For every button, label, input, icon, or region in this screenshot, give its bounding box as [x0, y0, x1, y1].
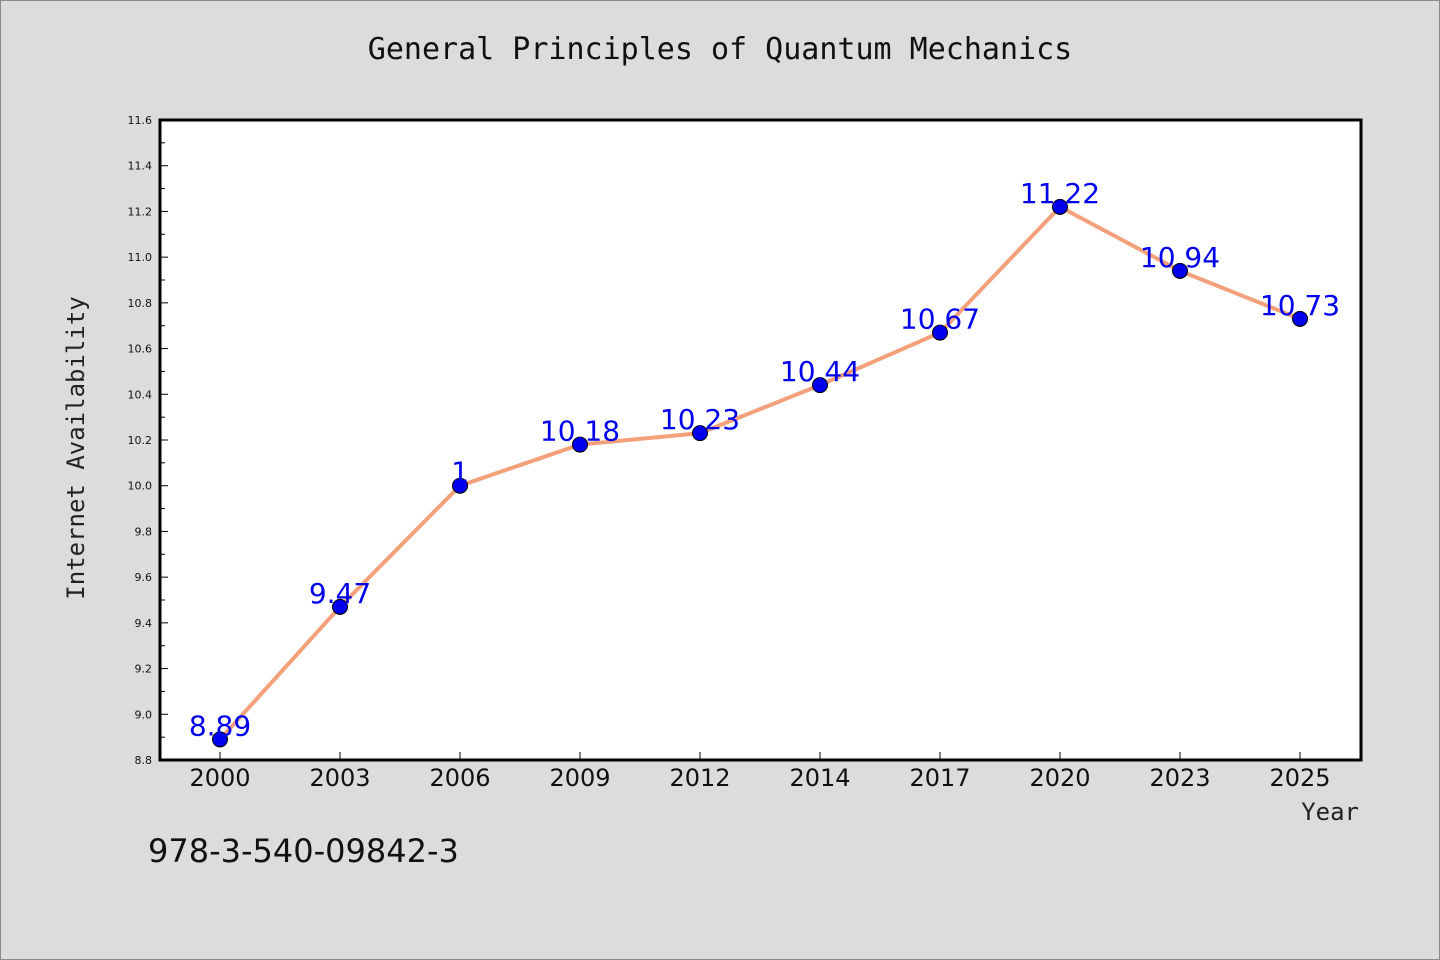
y-tick-label: 11.6 [128, 114, 153, 127]
data-point [1292, 310, 1308, 327]
data-label: 10.73 [1260, 289, 1340, 322]
data-label: 9.47 [309, 577, 371, 610]
x-tick-label: 2003 [309, 764, 370, 792]
y-tick-label: 10.8 [128, 297, 153, 310]
y-axis: 8.8 9.0 9.2 9.4 9.6 9.8 10.0 10.2 10.4 10.6 10.8 11… [128, 114, 168, 767]
plot-area [158, 118, 1363, 762]
y-tick-label: 10.6 [128, 343, 153, 356]
data-point [692, 425, 708, 442]
data-point [812, 377, 828, 394]
x-tick-label: 2023 [1149, 764, 1210, 792]
data-point [932, 324, 948, 341]
y-tick-label: 10.0 [128, 480, 153, 493]
data-point [332, 598, 348, 615]
x-tick-label: 2000 [189, 764, 250, 792]
y-tick-label: 9.4 [135, 617, 153, 630]
data-label: 10.94 [1140, 241, 1220, 274]
x-tick-label: 2006 [429, 764, 490, 792]
x-tick-label: 2014 [789, 764, 850, 792]
y-tick-label: 11.0 [128, 251, 153, 264]
y-axis-label: Internet Availability [62, 296, 90, 599]
x-axis-label: Year [1301, 798, 1359, 826]
data-label: 10.18 [540, 415, 620, 448]
data-label: 10.44 [780, 355, 860, 388]
x-tick-label: 2025 [1269, 764, 1330, 792]
x-tick-label: 2012 [669, 764, 730, 792]
data-label: 10.67 [900, 303, 980, 336]
x-axis: 2000 2003 2006 2009 2012 2014 2017 2020 2023 2025 [189, 752, 1331, 792]
data-label: 11.22 [1020, 177, 1100, 210]
data-point [572, 436, 588, 453]
y-tick-label: 9.6 [135, 571, 153, 584]
x-tick-label: 2009 [549, 764, 610, 792]
data-point [1172, 262, 1188, 279]
y-tick-label: 8.8 [135, 754, 153, 767]
y-tick-label: 9.0 [135, 708, 153, 721]
data-point [212, 731, 228, 748]
y-tick-label: 10.2 [128, 434, 153, 447]
isbn-text: 978-3-540-09842-3 [148, 832, 459, 870]
data-label: 1 [451, 456, 469, 489]
data-label: 8.89 [189, 709, 251, 742]
y-tick-label: 9.8 [135, 525, 153, 538]
data-labels: 8.89 9.47 1 10.18 10.23 10.44 10.67 11.22 10.94 1… [189, 177, 1340, 743]
x-tick-label: 2017 [909, 764, 970, 792]
data-points [212, 198, 1308, 748]
data-point [452, 477, 468, 494]
data-point [1052, 198, 1068, 215]
x-tick-label: 2020 [1029, 764, 1090, 792]
y-tick-label: 11.4 [128, 160, 153, 173]
y-tick-label: 10.4 [128, 388, 153, 401]
y-tick-label: 9.2 [135, 663, 153, 676]
chart-title: General Principles of Quantum Mechanics [367, 32, 1073, 67]
data-label: 10.23 [660, 403, 740, 436]
series-line [218, 204, 1301, 741]
y-tick-label: 11.2 [128, 205, 153, 218]
